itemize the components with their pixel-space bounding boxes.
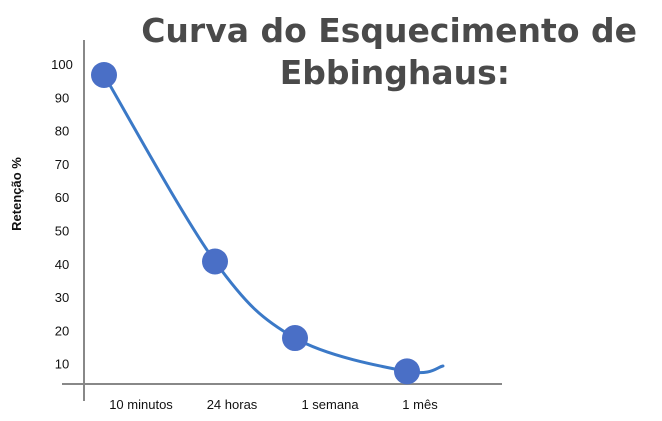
x-tick-label-3: 1 semana (301, 397, 359, 412)
retention-curve-line (102, 73, 445, 375)
retention-series (91, 61, 445, 385)
y-tick-label-60: 60 (55, 190, 69, 205)
y-tick-label-30: 30 (55, 290, 69, 305)
y-tick-label-70: 70 (55, 157, 69, 172)
data-point-1 (91, 61, 117, 88)
y-tick-label-50: 50 (55, 224, 69, 239)
data-point-2 (202, 248, 228, 275)
y-tick-labels: 10 20 30 40 50 60 70 80 90 100 (51, 57, 73, 372)
data-point-4 (394, 358, 420, 385)
y-tick-label-80: 80 (55, 124, 69, 139)
y-tick-label-10: 10 (55, 357, 69, 372)
chart-title-line-2: Ebbinghaus: (280, 53, 510, 92)
y-tick-label-40: 40 (55, 257, 69, 272)
y-tick-label-90: 90 (55, 90, 69, 105)
x-tick-labels: 10 minutos 24 horas 1 semana 1 mês (109, 397, 438, 412)
x-tick-label-2: 24 horas (207, 397, 258, 412)
chart-title-line-1: Curva do Esquecimento de (141, 11, 637, 50)
y-axis-label: Retenção % (9, 157, 24, 231)
axes (62, 40, 502, 401)
y-tick-label-20: 20 (55, 323, 69, 338)
chart-title: Curva do Esquecimento de Ebbinghaus: (141, 11, 637, 92)
data-point-3 (282, 325, 308, 352)
x-tick-label-4: 1 mês (402, 397, 438, 412)
x-tick-label-1: 10 minutos (109, 397, 173, 412)
y-tick-label-100: 100 (51, 57, 73, 72)
